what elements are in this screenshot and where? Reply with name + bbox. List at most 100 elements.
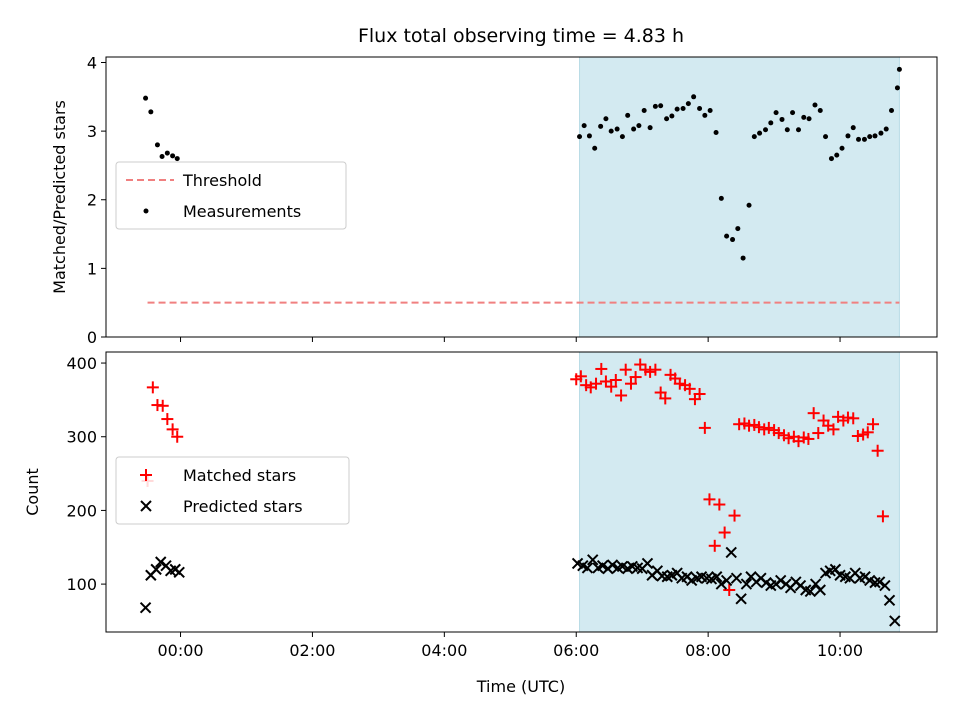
data-point <box>878 130 884 136</box>
data-point <box>171 430 184 443</box>
data-point <box>581 123 587 129</box>
x-tick-label: 02:00 <box>289 641 335 660</box>
y-tick-label: 4 <box>87 53 97 72</box>
data-point <box>595 362 608 375</box>
data-point <box>649 363 662 376</box>
data-point <box>720 574 733 587</box>
data-point <box>871 444 884 457</box>
data-point <box>814 584 826 596</box>
data-point <box>790 110 796 116</box>
data-point <box>896 66 902 72</box>
legend-item: Predicted stars <box>140 497 303 516</box>
data-point <box>834 152 840 158</box>
data-point <box>680 105 686 111</box>
data-point <box>751 134 757 140</box>
data-point <box>691 94 697 100</box>
data-point <box>581 562 594 574</box>
data-point <box>619 134 625 140</box>
data-point <box>762 421 775 434</box>
data-point <box>740 578 753 590</box>
data-point <box>673 377 686 390</box>
plot-area <box>139 358 901 627</box>
data-point <box>644 365 657 378</box>
data-point <box>851 430 864 442</box>
top-panel-ratio: 0 1 2 3 4 Matched/Predicted stars Threshold Mea… <box>50 53 938 347</box>
data-point <box>702 112 708 118</box>
y-tick-label: 300 <box>66 428 97 447</box>
data-point <box>609 374 622 386</box>
axes-frame <box>105 351 938 633</box>
legend-swatch <box>143 208 149 214</box>
data-point <box>801 114 807 120</box>
data-point <box>614 126 620 132</box>
data-point <box>861 136 867 142</box>
data-point <box>718 195 724 201</box>
data-point <box>725 546 737 559</box>
data-point <box>713 129 719 135</box>
legend-box <box>115 456 350 525</box>
data-point <box>624 377 637 390</box>
data-point <box>683 382 696 395</box>
legend-label: Threshold <box>182 171 262 190</box>
data-point <box>763 127 769 133</box>
y-tick-label: 1 <box>87 259 97 278</box>
data-point <box>773 110 779 116</box>
chart-title: Flux total observing time = 4.83 h <box>358 25 684 47</box>
data-point <box>889 615 901 627</box>
data-point <box>154 142 160 148</box>
data-point <box>685 101 691 107</box>
axes-frame <box>105 56 938 338</box>
data-point <box>823 134 829 140</box>
data-point <box>148 109 154 115</box>
bottom-panel-counts: 100 200 300 400 00:00 02:00 04:00 06:00 08:00 10:… <box>23 351 938 660</box>
data-point <box>827 423 840 436</box>
data-point <box>143 95 149 101</box>
data-point <box>708 539 721 552</box>
x-tick-label: 04:00 <box>421 641 467 660</box>
legend: Threshold Measurements <box>115 161 347 230</box>
data-point <box>159 154 165 160</box>
data-point <box>728 509 741 522</box>
data-point <box>772 427 785 440</box>
data-point <box>873 576 886 588</box>
data-point <box>674 106 680 112</box>
data-point <box>697 105 703 111</box>
data-point <box>707 108 713 114</box>
data-point <box>173 566 185 579</box>
data-point <box>784 127 790 133</box>
data-point <box>861 426 874 439</box>
data-point <box>867 134 873 140</box>
data-point <box>592 145 598 151</box>
data-point <box>608 128 614 134</box>
data-point <box>625 112 631 118</box>
data-point <box>713 498 726 511</box>
data-point <box>669 113 675 119</box>
data-point <box>156 399 169 412</box>
x-tick-label: 10:00 <box>817 641 863 660</box>
data-point <box>599 375 612 388</box>
data-point <box>715 578 728 590</box>
data-point <box>587 554 599 566</box>
data-point <box>718 526 731 539</box>
legend-label: Predicted stars <box>183 497 303 516</box>
legend-swatch <box>140 500 152 512</box>
data-point <box>735 226 741 232</box>
data-point <box>807 407 820 420</box>
data-point <box>828 156 834 162</box>
data-point <box>605 380 618 393</box>
legend: Matched stars Predicted stars <box>115 456 350 525</box>
series-predicted-stars <box>139 546 901 627</box>
data-point <box>839 145 845 151</box>
data-point <box>724 233 730 239</box>
plot-area <box>143 66 902 304</box>
legend-item: Threshold <box>126 171 262 190</box>
data-point <box>174 156 180 162</box>
data-point <box>847 412 860 425</box>
data-point <box>774 574 787 587</box>
series-measurements <box>143 66 902 261</box>
data-point <box>804 585 817 598</box>
y-tick-label: 400 <box>66 354 97 373</box>
data-point <box>850 125 856 131</box>
data-point <box>574 370 587 383</box>
data-point <box>888 108 894 114</box>
